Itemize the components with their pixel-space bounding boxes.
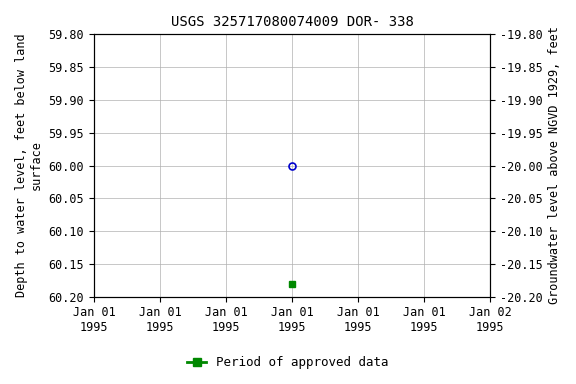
Y-axis label: Groundwater level above NGVD 1929, feet: Groundwater level above NGVD 1929, feet	[548, 26, 561, 305]
Legend: Period of approved data: Period of approved data	[183, 351, 393, 374]
Title: USGS 325717080074009 DOR- 338: USGS 325717080074009 DOR- 338	[170, 15, 414, 29]
Y-axis label: Depth to water level, feet below land
surface: Depth to water level, feet below land su…	[15, 34, 43, 297]
